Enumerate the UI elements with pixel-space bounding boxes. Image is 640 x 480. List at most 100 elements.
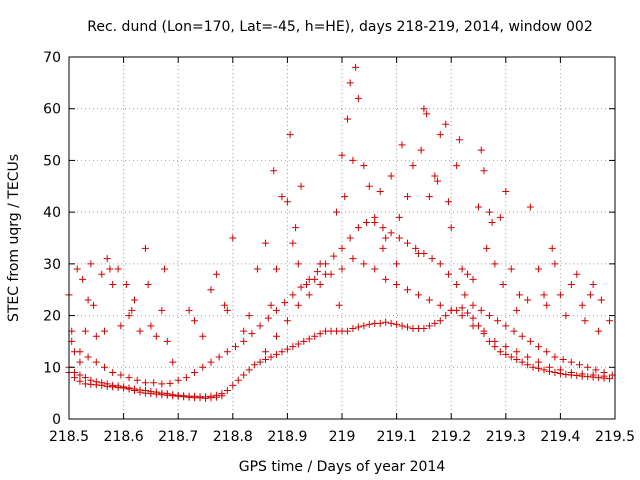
data-point — [581, 317, 589, 325]
data-point — [578, 301, 586, 309]
data-point — [322, 260, 330, 268]
data-point — [586, 291, 594, 299]
data-point — [100, 363, 108, 371]
data-point — [404, 193, 412, 201]
data-point — [262, 239, 270, 247]
data-point — [524, 296, 532, 304]
data-point — [606, 375, 614, 383]
x-tick-label: 219.1 — [377, 429, 417, 445]
data-point — [436, 301, 444, 309]
data-point — [346, 79, 354, 87]
data-point — [573, 270, 581, 278]
data-point — [120, 384, 128, 392]
data-point — [436, 260, 444, 268]
y-tick-label: 30 — [43, 257, 61, 273]
data-point — [245, 366, 253, 374]
data-point — [606, 317, 614, 325]
y-tick-label: 10 — [43, 360, 61, 376]
data-point — [294, 301, 302, 309]
data-point — [507, 353, 515, 361]
data-point — [349, 325, 357, 332]
data-point — [240, 337, 248, 345]
x-tick-label: 218.6 — [104, 429, 144, 445]
data-point — [491, 337, 499, 345]
data-point — [136, 327, 144, 335]
data-point — [152, 390, 160, 398]
data-point — [294, 260, 302, 268]
data-point — [109, 368, 117, 376]
data-point — [477, 146, 485, 154]
data-point — [458, 312, 466, 320]
data-point — [398, 322, 406, 330]
data-point — [338, 151, 346, 159]
data-point — [152, 332, 160, 340]
data-point — [363, 218, 371, 226]
x-axis-label: GPS time / Days of year 2014 — [239, 459, 446, 475]
data-point — [248, 330, 256, 338]
data-point — [404, 286, 412, 294]
data-point — [428, 255, 436, 263]
y-tick-label: 50 — [43, 153, 61, 169]
data-point — [131, 296, 139, 304]
data-point — [100, 327, 108, 335]
x-tick-label: 219.5 — [595, 429, 635, 445]
data-point — [215, 353, 223, 361]
data-point — [382, 318, 390, 326]
data-point — [395, 234, 403, 242]
data-point — [447, 306, 455, 314]
data-point — [496, 348, 504, 356]
data-point — [122, 281, 130, 289]
data-point — [573, 372, 581, 380]
data-point — [297, 283, 305, 291]
data-point — [387, 172, 395, 180]
data-point — [76, 377, 84, 385]
data-point — [289, 343, 297, 351]
data-point — [382, 234, 390, 242]
data-point — [232, 343, 240, 351]
data-point — [524, 361, 532, 369]
data-point — [535, 265, 543, 273]
data-point — [141, 244, 149, 252]
data-point — [453, 281, 461, 289]
data-point — [354, 94, 362, 102]
x-tick-label: 219 — [329, 429, 356, 445]
data-point — [305, 335, 313, 343]
data-point — [270, 167, 278, 175]
data-point — [543, 301, 551, 309]
data-point — [354, 323, 362, 331]
data-point — [103, 382, 111, 390]
data-point — [174, 376, 182, 384]
data-point — [150, 379, 158, 387]
data-point — [551, 353, 559, 361]
data-point — [174, 392, 182, 400]
data-point — [545, 363, 553, 371]
data-point — [131, 387, 139, 395]
y-tick-label: 20 — [43, 309, 61, 325]
data-point — [316, 330, 324, 338]
x-tick-label: 218.7 — [158, 429, 198, 445]
data-point — [513, 348, 521, 356]
data-point — [387, 319, 395, 327]
data-point — [185, 306, 193, 314]
data-point — [349, 156, 357, 164]
data-point — [567, 368, 575, 376]
data-point — [447, 224, 455, 232]
data-point — [371, 218, 379, 226]
data-point — [207, 394, 215, 402]
data-point — [333, 208, 341, 216]
data-point — [597, 296, 605, 304]
data-point — [283, 317, 291, 325]
data-point — [313, 268, 321, 276]
data-point — [81, 380, 89, 388]
data-point — [420, 250, 428, 258]
data-point — [365, 320, 373, 328]
data-point — [272, 265, 280, 273]
data-point — [499, 281, 507, 289]
data-point — [485, 312, 493, 320]
data-point — [436, 131, 444, 139]
data-point — [223, 348, 231, 356]
data-point — [444, 198, 452, 206]
data-point — [267, 353, 275, 361]
data-point — [158, 306, 166, 314]
data-point — [305, 291, 313, 299]
